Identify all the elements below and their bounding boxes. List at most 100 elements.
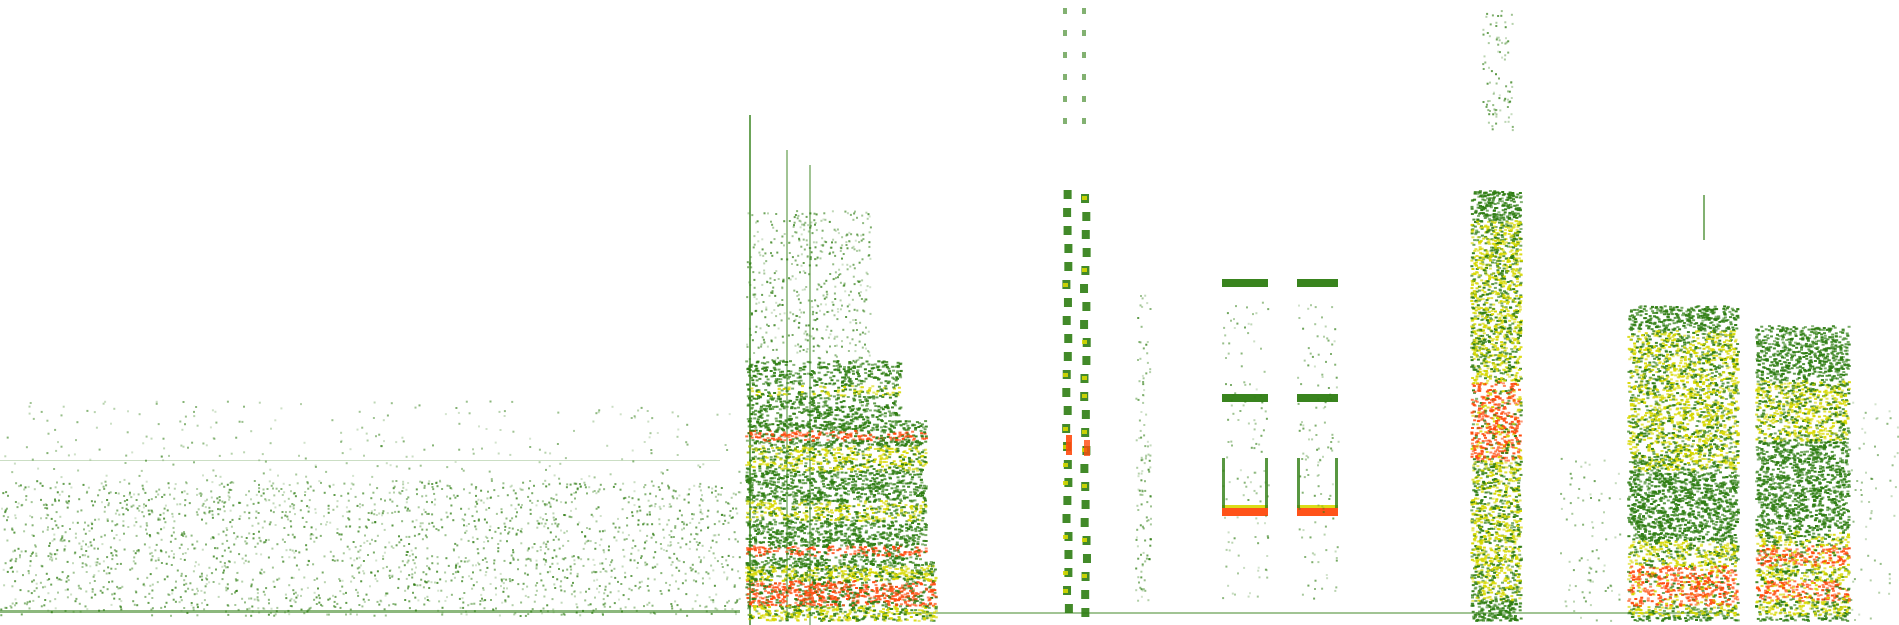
noise-speck: [854, 211, 856, 213]
noise-speck: [654, 578, 656, 580]
noise-speck: [15, 598, 17, 600]
noise-speck: [781, 242, 783, 244]
noise-speck: [483, 589, 485, 591]
noise-speck: [99, 489, 101, 491]
noise-speck: [601, 562, 603, 564]
noise-speck: [70, 594, 72, 596]
noise-speck: [761, 310, 763, 312]
energy-cell: [758, 465, 761, 467]
noise-speck: [152, 584, 154, 586]
energy-cell: [773, 372, 776, 374]
noise-speck: [258, 491, 260, 493]
noise-speck: [131, 506, 133, 508]
noise-speck: [219, 508, 221, 510]
noise-speck: [173, 498, 175, 500]
energy-cell: [758, 378, 761, 380]
energy-cell: [817, 402, 820, 404]
noise-speck: [700, 498, 702, 500]
energy-cell: [860, 386, 863, 388]
noise-speck: [757, 231, 759, 233]
noise-speck: [848, 310, 850, 312]
energy-cell: [824, 412, 827, 414]
noise-speck: [722, 523, 724, 525]
noise-speck: [530, 560, 532, 562]
energy-cell: [804, 539, 807, 541]
noise-speck: [276, 543, 278, 545]
noise-speck: [91, 523, 93, 525]
noise-speck: [693, 485, 695, 487]
noise-speck: [523, 583, 525, 585]
noise-speck: [294, 513, 296, 515]
noise-speck: [227, 604, 229, 606]
noise-speck: [832, 210, 834, 212]
noise-speck: [360, 580, 362, 582]
noise-speck: [807, 256, 809, 258]
noise-speck: [555, 555, 557, 557]
noise-speck: [428, 480, 430, 482]
noise-speck: [712, 540, 714, 542]
noise-speck: [227, 401, 229, 403]
noise-speck: [171, 535, 173, 537]
noise-speck: [389, 575, 391, 577]
noise-speck: [803, 333, 805, 335]
noise-speck: [211, 572, 213, 574]
energy-cell: [832, 437, 835, 439]
noise-speck: [484, 599, 486, 601]
noise-speck: [149, 553, 151, 555]
noise-speck: [431, 555, 433, 557]
energy-cell: [879, 369, 882, 371]
energy-cell: [797, 373, 800, 375]
noise-speck: [348, 519, 350, 521]
energy-cell: [837, 397, 840, 399]
noise-speck: [205, 577, 207, 579]
noise-speck: [28, 572, 30, 574]
noise-speck: [710, 565, 712, 567]
noise-speck: [437, 563, 439, 565]
energy-cell: [924, 420, 927, 422]
noise-speck: [427, 599, 429, 601]
noise-speck: [77, 470, 79, 472]
noise-speck: [621, 458, 623, 460]
energy-cell: [809, 402, 812, 404]
noise-speck: [31, 553, 33, 555]
noise-speck: [554, 587, 556, 589]
noise-speck: [184, 499, 186, 501]
noise-speck: [355, 546, 357, 548]
energy-cell: [881, 420, 884, 422]
energy-cell: [875, 393, 878, 395]
noise-speck: [74, 553, 76, 555]
noise-speck: [600, 484, 602, 486]
noise-speck: [428, 567, 430, 569]
noise-speck: [495, 442, 497, 444]
noise-speck: [677, 436, 679, 438]
energy-cell: [776, 515, 779, 517]
noise-speck: [549, 503, 551, 505]
noise-speck: [216, 547, 218, 549]
noise-speck: [691, 569, 693, 571]
noise-speck: [654, 551, 656, 553]
noise-speck: [355, 496, 357, 498]
energy-cell: [751, 407, 754, 409]
noise-speck: [590, 540, 592, 542]
energy-cell: [899, 456, 902, 458]
noise-speck: [662, 498, 664, 500]
noise-speck: [853, 246, 855, 248]
energy-cell: [891, 421, 894, 423]
noise-speck: [406, 456, 408, 458]
noise-speck: [173, 531, 175, 533]
noise-speck: [269, 523, 271, 525]
noise-speck: [29, 413, 31, 415]
noise-speck: [68, 454, 70, 456]
noise-speck: [163, 494, 165, 496]
noise-speck: [381, 445, 383, 447]
noise-speck: [535, 585, 537, 587]
noise-speck: [268, 614, 270, 616]
noise-speck: [70, 487, 72, 489]
noise-speck: [181, 532, 183, 534]
noise-speck: [768, 325, 770, 327]
noise-speck: [295, 601, 297, 603]
noise-speck: [78, 498, 80, 500]
noise-speck: [660, 590, 662, 592]
noise-speck: [14, 514, 16, 516]
noise-speck: [426, 501, 428, 503]
